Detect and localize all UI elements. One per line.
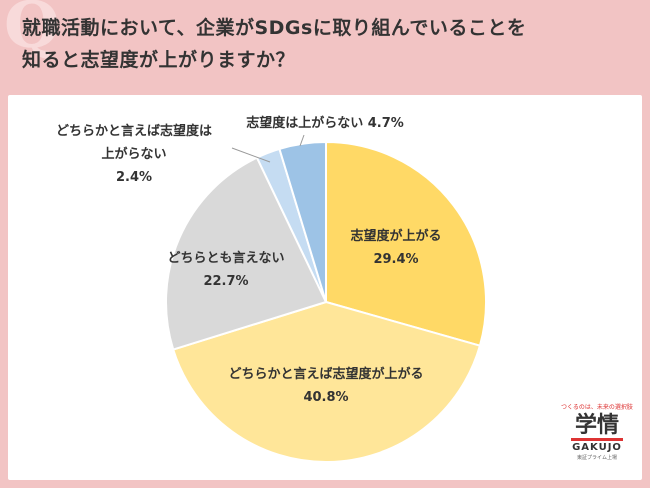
slice-label-3: どちらかと言えば志望度は上がらない 2.4% bbox=[56, 123, 212, 185]
pie-slice-4 bbox=[278, 140, 327, 303]
leader-line-4 bbox=[299, 134, 305, 147]
logo-name: 学情 bbox=[574, 412, 619, 438]
slice-label-4: 志望度は上がらない 4.7% bbox=[246, 115, 404, 131]
slice-label-1: どちらかと言えば志望度が上がる 40.8% bbox=[228, 366, 423, 405]
gakujo-logo: つくるのは、未来の選択肢 学情 GAKUJO 東証プライム上場 bbox=[557, 402, 637, 472]
pie-slice-2 bbox=[165, 156, 328, 351]
title-line-1: 就職活動において、企業がSDGsに取り組んでいることを bbox=[22, 17, 527, 39]
title-line-2: 知ると志望度が上がりますか？ bbox=[22, 49, 296, 71]
logo-sub: 東証プライム上場 bbox=[577, 455, 617, 461]
slice-label-0: 志望度が上がる 29.4% bbox=[350, 228, 441, 267]
slice-label-2: どちらとも言えない 22.7% bbox=[167, 250, 284, 289]
leader-line-3 bbox=[231, 147, 271, 163]
logo-name-en: GAKUJO bbox=[572, 442, 622, 453]
pie-slice-1 bbox=[171, 300, 482, 463]
pie-slice-0 bbox=[325, 140, 487, 347]
question-mark-decoration: Q bbox=[4, 0, 60, 63]
logo-tagline: つくるのは、未来の選択肢 bbox=[561, 404, 633, 411]
logo-bar bbox=[571, 438, 623, 441]
page-title: 就職活動において、企業がSDGsに取り組んでいることを 知ると志望度が上がります… bbox=[22, 12, 632, 76]
